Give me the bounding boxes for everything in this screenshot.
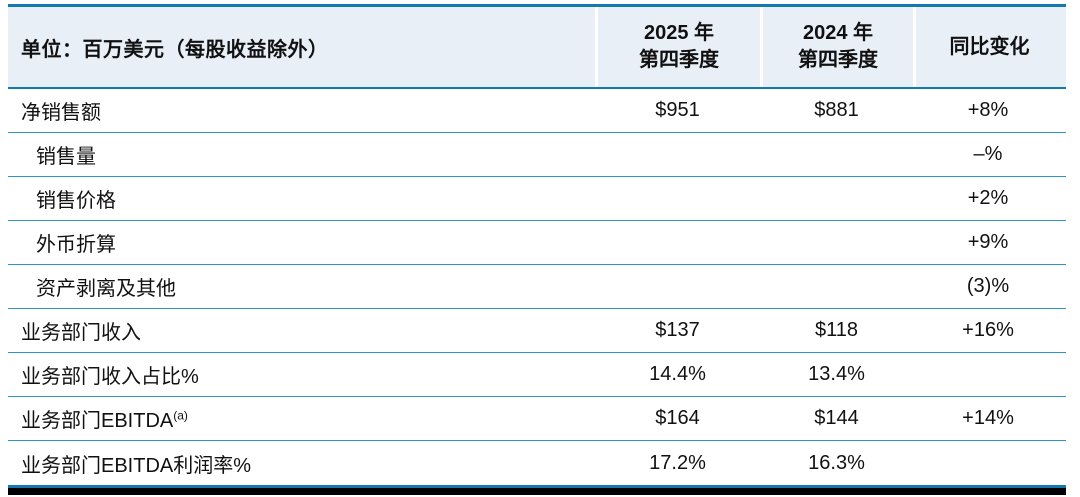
cell-q4-2024: 16.3% xyxy=(808,451,865,474)
cell-q4-2024: $144 xyxy=(814,407,859,429)
cell-yoy-change: +9% xyxy=(967,231,1009,253)
cell-yoy-change: –% xyxy=(973,143,1003,165)
table-row: 销售量 –% xyxy=(8,133,1066,177)
table-body: 净销售额 $951 $881 +8% 销售量 –% 销售价格 +2% 外币折算 … xyxy=(8,89,1066,485)
cell-q4-2025: 14.4% xyxy=(649,363,706,385)
row-label: 业务部门EBITDA利润率% xyxy=(21,454,252,477)
table-row: 销售价格 +2% xyxy=(8,177,1066,221)
unit-header-cell: 单位：百万美元（每股收益除外） xyxy=(8,7,595,87)
bottom-accent-line xyxy=(8,485,1066,488)
table-row: 业务部门收入 $137 $118 +16% xyxy=(8,309,1066,353)
cell-q4-2025: $137 xyxy=(655,319,700,341)
table-row: 业务部门EBITDA利润率% 17.2% 16.3% xyxy=(8,441,1066,485)
cell-yoy-change: +2% xyxy=(967,187,1009,209)
row-label: 业务部门收入占比% xyxy=(21,366,199,388)
col-header-q4-2024: 2024 年 第四季度 xyxy=(760,7,913,87)
cell-yoy-change: +8% xyxy=(967,99,1009,121)
table-row: 业务部门EBITDA(a) $164 $144 +14% xyxy=(8,397,1066,441)
table-header-row: 单位：百万美元（每股收益除外） 2025 年 第四季度 2024 年 第四季度 … xyxy=(8,4,1066,89)
col-header-q4-2024-line1: 2024 年 xyxy=(802,22,874,44)
col-header-yoy-change-line1: 同比变化 xyxy=(949,35,1030,58)
row-label: 销售量 xyxy=(36,146,96,168)
cell-q4-2024: $881 xyxy=(814,99,859,121)
financial-results-table: 单位：百万美元（每股收益除外） 2025 年 第四季度 2024 年 第四季度 … xyxy=(8,4,1066,495)
unit-header-label: 单位：百万美元（每股收益除外） xyxy=(21,38,329,61)
cell-q4-2024: $118 xyxy=(814,319,858,341)
col-header-q4-2025-line2: 第四季度 xyxy=(639,49,719,71)
footnote-marker: (a) xyxy=(173,408,188,423)
row-label: 销售价格 xyxy=(36,190,116,212)
col-header-q4-2024-line2: 第四季度 xyxy=(798,49,878,71)
table-row: 业务部门收入占比% 14.4% 13.4% xyxy=(8,353,1066,397)
cell-q4-2025: $164 xyxy=(655,407,700,429)
cell-q4-2025: 17.2% xyxy=(649,451,706,474)
cell-yoy-change: +16% xyxy=(962,319,1014,341)
row-label: 外币折算 xyxy=(36,234,116,256)
table-row: 净销售额 $951 $881 +8% xyxy=(8,89,1066,133)
row-label: 业务部门EBITDA(a) xyxy=(21,408,188,432)
col-header-q4-2025: 2025 年 第四季度 xyxy=(595,7,760,87)
row-label: 净销售额 xyxy=(21,102,101,124)
row-label: 业务部门收入 xyxy=(21,322,141,344)
cell-yoy-change: +14% xyxy=(962,407,1014,429)
cell-q4-2025: $951 xyxy=(655,99,700,121)
table-row: 外币折算 +9% xyxy=(8,221,1066,265)
cell-yoy-change: (3)% xyxy=(966,275,1010,297)
table-row: 资产剥离及其他 (3)% xyxy=(8,265,1066,309)
bottom-black-bar xyxy=(8,488,1066,495)
cell-q4-2024: 13.4% xyxy=(808,363,865,385)
col-header-q4-2025-line1: 2025 年 xyxy=(643,22,715,44)
col-header-yoy-change: 同比变化 xyxy=(913,7,1063,87)
row-label: 资产剥离及其他 xyxy=(36,278,176,300)
